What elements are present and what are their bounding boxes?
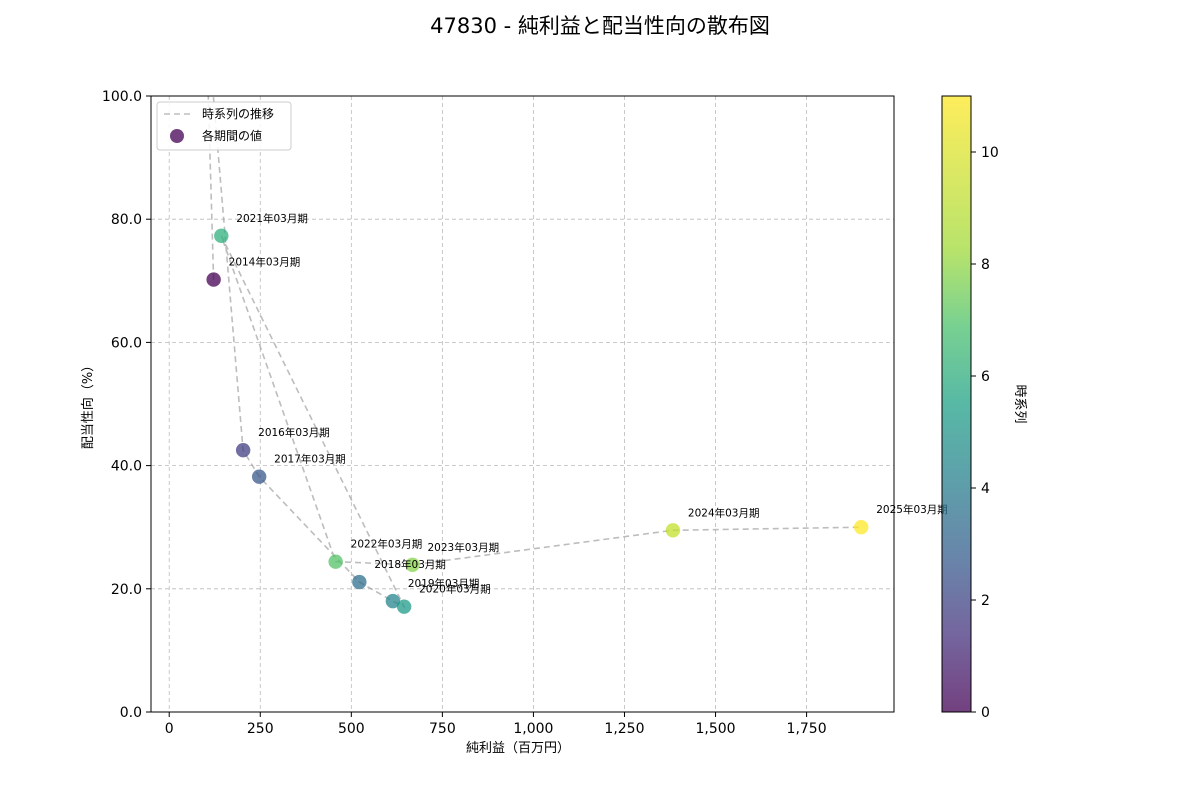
point-label: 2022年03月期 [351,538,423,551]
y-tick-label: 40.0 [111,459,142,475]
x-tick-label: 250 [247,721,274,737]
grid-lines [151,95,894,713]
colorbar: 0 2 4 6 8 10 時系列 [941,95,1027,721]
y-tick-label: 100.0 [102,89,142,105]
colorbar-label: 時系列 [1012,384,1027,423]
colorbar-frame [941,95,972,713]
data-point [214,228,229,244]
data-point [385,593,401,609]
plot-frame [150,95,895,713]
legend-marker-swatch [170,129,184,143]
y-tick-label: 80.0 [111,212,142,228]
point-label: 2014年03月期 [229,256,301,269]
legend: 時系列の推移 各期間の値 [156,101,292,151]
point-label: 2019年03月期 [408,577,480,590]
colorbar-tick-label: 6 [981,369,990,385]
data-point [206,272,221,287]
colorbar-tick-label: 0 [981,705,990,721]
x-tick-label: 0 [165,721,174,737]
colorbar-tick-label: 10 [981,145,999,161]
x-tick-label: 750 [429,721,456,737]
legend-box [156,101,292,151]
data-point [405,557,420,572]
x-axis-ticks: 0 250 500 750 1,000 1,250 1,500 1,750 [165,712,827,737]
colorbar-tick-label: 2 [981,593,990,609]
point-label: 2021年03月期 [236,212,308,225]
data-point [352,574,367,590]
x-axis-label: 純利益（百万円） [466,741,570,756]
x-tick-label: 1,250 [604,721,644,737]
y-tick-label: 0.0 [120,705,142,721]
colorbar-tick-label: 8 [981,257,990,273]
x-tick-label: 1,750 [787,721,827,737]
data-point [665,523,681,538]
point-label: 2018年03月期 [374,558,446,571]
data-point [854,520,869,535]
x-tick-label: 1,500 [695,721,735,737]
y-tick-label: 60.0 [111,335,142,351]
data-point [328,554,343,569]
point-label: 2020年03月期 [419,583,491,596]
x-tick-label: 1,000 [513,721,553,737]
data-points [198,0,869,614]
legend-entry-points: 各期間の値 [202,128,262,143]
data-point [396,599,412,614]
x-tick-label: 500 [338,721,365,737]
data-point [235,443,251,458]
colorbar-tick-label: 4 [981,481,990,497]
data-point [251,469,267,484]
chart-title: 47830 - 純利益と配当性向の散布図 [430,14,770,38]
y-axis-label: 配当性向（%） [80,359,96,449]
colorbar-gradient [942,96,971,712]
y-tick-label: 20.0 [111,582,142,598]
point-label: 2017年03月期 [274,453,346,466]
point-label: 2023年03月期 [428,541,500,554]
data-point [198,0,212,11]
point-annotations: 2014年03月期 2016年03月期 2017年03月期 2018年03月期 2019… [229,212,948,596]
colorbar-ticks: 0 2 4 6 8 10 [971,145,999,721]
legend-entry-trend: 時系列の推移 [202,107,274,121]
point-label: 2025年03月期 [876,503,948,516]
y-axis-ticks: 0.0 20.0 40.0 60.0 80.0 100.0 [102,89,151,721]
point-label: 2024年03月期 [688,506,760,519]
point-label: 2016年03月期 [258,426,330,439]
